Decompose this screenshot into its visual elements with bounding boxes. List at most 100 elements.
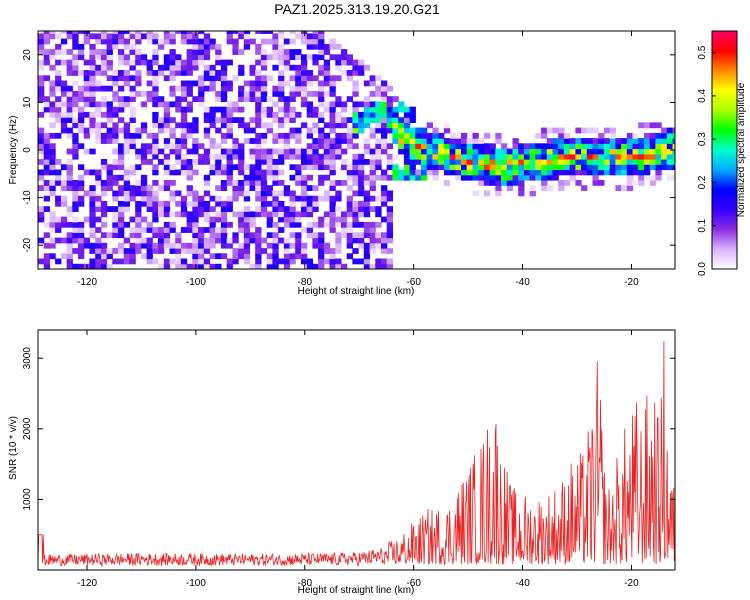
heatmap-cell [180, 70, 188, 76]
heatmap-cell [586, 159, 594, 165]
heatmap-cell [346, 221, 353, 228]
heatmap-cell [186, 33, 193, 40]
heatmap-cell [175, 31, 182, 34]
heatmap-cell [426, 143, 433, 150]
heatmap-cell [546, 143, 554, 150]
heatmap-cell [180, 143, 188, 150]
heatmap-cell [392, 122, 399, 129]
heatmap-cell [318, 64, 325, 71]
heatmap-cell [409, 138, 416, 144]
heatmap-cell [381, 96, 388, 102]
heatmap-cell [72, 227, 79, 233]
heatmap-cell [260, 211, 268, 218]
heatmap-cell [60, 127, 68, 134]
heatmap-cell [89, 263, 96, 269]
heatmap-cell [203, 85, 211, 92]
heatmap-cell [255, 75, 262, 82]
heatmap-cell [209, 253, 216, 260]
heatmap-cell [158, 148, 165, 155]
heatmap-cell [89, 59, 96, 66]
heatmap-cell [89, 101, 96, 108]
heatmap-cell [352, 190, 359, 197]
heatmap-cell [152, 216, 159, 223]
heatmap-cell [243, 221, 251, 228]
heatmap-cell [386, 227, 393, 233]
heatmap-cell [83, 237, 90, 244]
heatmap-cell [575, 127, 582, 134]
heatmap-cell [66, 248, 73, 254]
heatmap-cell [255, 248, 262, 254]
heatmap-cell [455, 148, 462, 155]
heatmap-cell [432, 138, 439, 144]
heatmap-cell [449, 153, 456, 160]
heatmap-cell [100, 242, 108, 249]
heatmap-cell [609, 164, 616, 171]
heatmap-cell [175, 153, 182, 160]
heatmap-cell [518, 174, 525, 181]
heatmap-cell [295, 138, 302, 144]
heatmap-cell [135, 180, 142, 186]
heatmap-cell [152, 169, 159, 176]
heatmap-cell [581, 138, 588, 144]
heatmap-cell [318, 127, 325, 134]
heatmap-cell [186, 106, 193, 113]
spectrogram-x-axis-label: Height of straight line (km) [298, 286, 415, 297]
heatmap-cell [661, 159, 668, 165]
heatmap-cell [123, 43, 130, 50]
heatmap-cell [352, 180, 359, 186]
heatmap-cell [421, 143, 428, 150]
heatmap-cell [375, 153, 382, 160]
heatmap-cell [215, 127, 222, 134]
heatmap-cell [112, 33, 119, 40]
heatmap-cell [169, 143, 176, 150]
heatmap-cell [180, 80, 188, 87]
heatmap-cell [323, 43, 331, 50]
heatmap-cell [318, 101, 325, 108]
heatmap-cell [295, 253, 302, 260]
heatmap-cell [209, 164, 216, 171]
heatmap-cell [72, 80, 79, 87]
heatmap-cell [83, 85, 90, 92]
heatmap-cell [558, 143, 565, 150]
heatmap-cell [186, 221, 193, 228]
heatmap-cell [558, 153, 565, 160]
x-tick-label: -80 [298, 277, 313, 288]
heatmap-cell [352, 232, 359, 239]
heatmap-cell [346, 227, 353, 233]
heatmap-cell [106, 169, 113, 176]
heatmap-cell [163, 127, 171, 134]
heatmap-cell [123, 143, 130, 150]
heatmap-cell [352, 174, 359, 181]
heatmap-cell [621, 164, 628, 171]
heatmap-cell [358, 174, 365, 181]
heatmap-cell [43, 253, 50, 260]
heatmap-cell [289, 49, 296, 55]
heatmap-cell [661, 164, 668, 171]
heatmap-cell [43, 242, 50, 249]
heatmap-cell [318, 117, 325, 123]
heatmap-cell [283, 138, 291, 144]
heatmap-cell [301, 248, 308, 254]
heatmap-cell [100, 138, 108, 144]
heatmap-cell [329, 221, 336, 228]
heatmap-cell [255, 148, 262, 155]
heatmap-cell [186, 164, 193, 171]
heatmap-cell [403, 111, 411, 118]
heatmap-cell [512, 164, 519, 171]
heatmap-cell [598, 159, 605, 165]
heatmap-cell [169, 195, 176, 202]
heatmap-cell [146, 80, 153, 87]
colorbar-label: Normalized spectral amplitude [736, 82, 747, 217]
heatmap-cell [198, 80, 205, 87]
x-tick-label: -80 [298, 578, 313, 589]
heatmap-cell [278, 200, 285, 207]
heatmap-cell [129, 33, 136, 40]
heatmap-cell [163, 153, 171, 160]
heatmap-cell [89, 169, 96, 176]
heatmap-cell [369, 185, 376, 191]
heatmap-cell [346, 143, 353, 150]
heatmap-cell [363, 253, 371, 260]
heatmap-cell [209, 232, 216, 239]
heatmap-cell [186, 127, 193, 134]
heatmap-cell [483, 153, 491, 160]
